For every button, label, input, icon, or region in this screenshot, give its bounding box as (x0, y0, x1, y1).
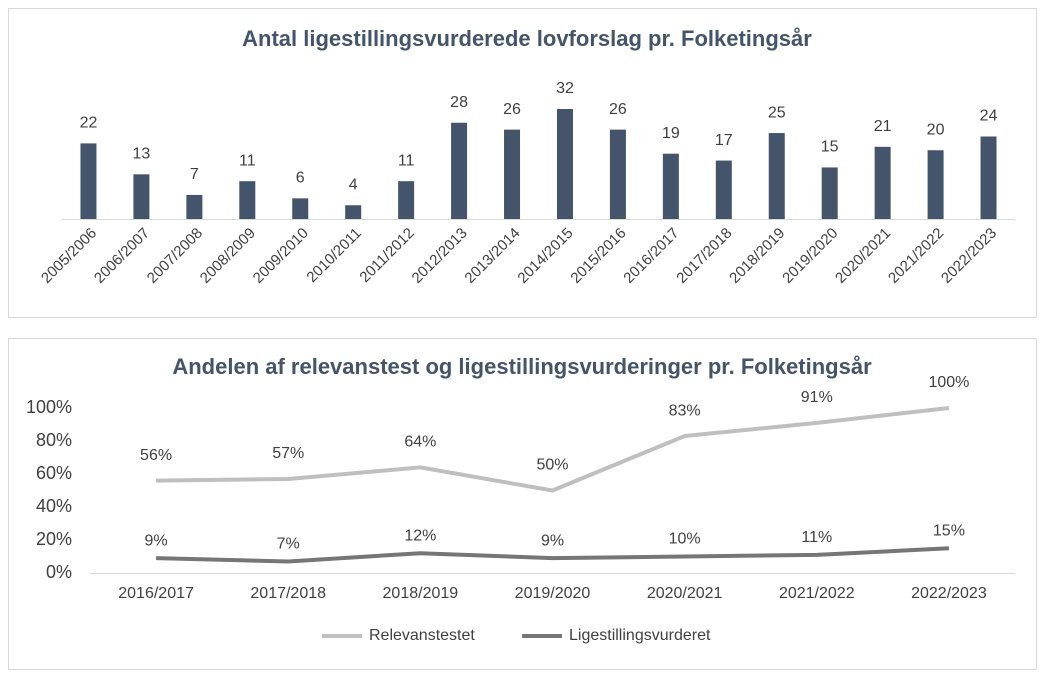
data-label: 13 (133, 146, 151, 163)
data-label: 83% (669, 402, 701, 419)
bar (80, 143, 97, 219)
data-label: 11 (398, 152, 415, 169)
chart-frame (8, 8, 1037, 318)
data-label: 100% (928, 374, 969, 391)
bar (292, 198, 309, 219)
data-label: 15% (933, 522, 965, 539)
data-label: 24 (980, 108, 998, 125)
bar (821, 167, 838, 219)
y-tick-label: 60% (36, 463, 72, 483)
data-label: 25 (768, 104, 786, 121)
bar (768, 133, 785, 219)
x-tick-label: 2018/2019 (383, 585, 459, 602)
bar (556, 109, 573, 219)
y-tick-label: 80% (36, 430, 72, 450)
data-label: 9% (145, 532, 168, 549)
data-label: 9% (541, 532, 564, 549)
legend-label: Ligestillingsvurderet (569, 627, 711, 644)
series-line (156, 546, 950, 564)
data-label: 21 (874, 118, 892, 135)
bar (927, 150, 944, 219)
x-tick-label: 2020/2021 (647, 585, 723, 602)
bar (345, 205, 362, 219)
chart-frame (8, 338, 1037, 670)
data-label: 91% (801, 389, 833, 406)
chart-title: Antal ligestillingsvurderede lovforslag … (242, 26, 812, 51)
data-label: 19 (662, 125, 680, 142)
y-tick-label: 0% (46, 562, 72, 582)
data-label: 6 (296, 170, 305, 187)
x-tick-label: 2022/2023 (911, 585, 987, 602)
series-line (156, 406, 950, 493)
bar (504, 129, 521, 219)
y-tick-label: 20% (36, 529, 72, 549)
bar (609, 129, 626, 219)
data-label: 12% (404, 527, 436, 544)
data-label: 4 (349, 176, 358, 193)
data-label: 28 (450, 94, 468, 111)
data-label: 10% (669, 531, 701, 548)
data-label: 11 (239, 152, 256, 169)
bar (874, 146, 891, 219)
y-tick-label: 100% (26, 397, 72, 417)
bar (715, 160, 732, 219)
data-label: 50% (536, 457, 568, 474)
data-label: 17 (715, 132, 733, 149)
data-label: 20 (927, 121, 945, 138)
bar (133, 174, 150, 219)
data-label: 32 (556, 80, 574, 97)
x-tick-label: 2016/2017 (118, 585, 194, 602)
data-label: 7% (277, 536, 300, 553)
x-tick-label: 2021/2022 (779, 585, 855, 602)
legend-label: Relevanstestet (369, 627, 475, 644)
data-label: 11% (801, 529, 832, 546)
chart-title: Andelen af relevanstest og ligestillings… (172, 354, 872, 379)
x-tick-label: 2017/2018 (250, 585, 326, 602)
data-label: 56% (140, 447, 172, 464)
data-label: 22 (80, 115, 98, 132)
bar (980, 136, 997, 219)
bar (451, 122, 468, 219)
bar (239, 181, 256, 219)
data-label: 26 (609, 101, 627, 118)
data-label: 15 (821, 139, 839, 156)
data-label: 7 (190, 166, 199, 183)
bar (662, 153, 679, 219)
bar (398, 181, 415, 219)
x-tick-label: 2019/2020 (515, 585, 591, 602)
data-label: 57% (272, 445, 304, 462)
y-tick-label: 40% (36, 496, 72, 516)
bar (186, 194, 203, 219)
data-label: 64% (404, 434, 436, 451)
data-label: 26 (503, 101, 521, 118)
